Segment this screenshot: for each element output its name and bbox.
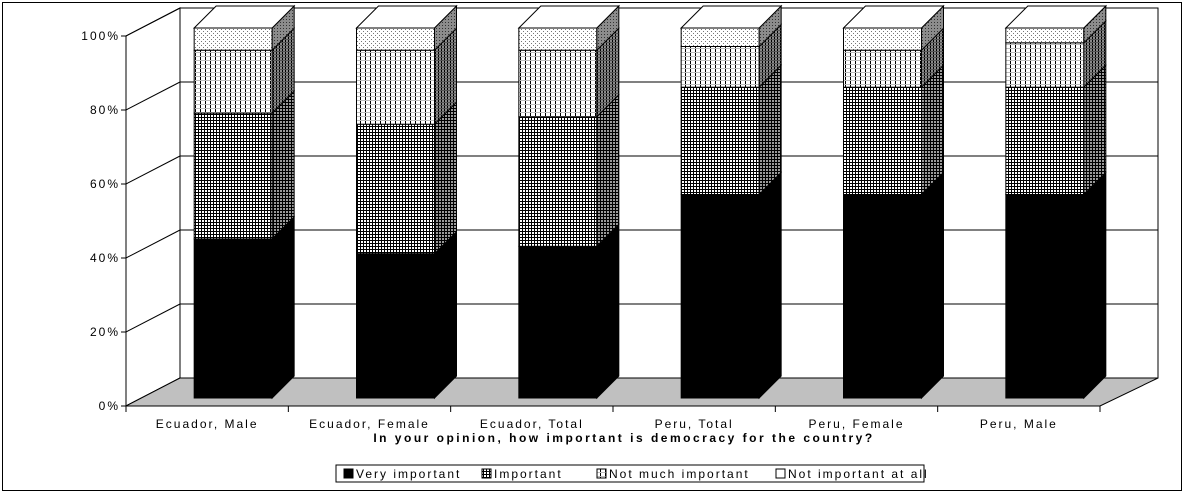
x-tick-label: Peru, Total [655,417,734,431]
bar-segment-side [1083,171,1107,400]
bar-segment [518,245,598,399]
legend-swatch [596,468,607,479]
y-tick-label: 60% [90,177,120,191]
back-wall [179,7,1159,379]
legend-swatch [481,468,492,479]
bar-segment [193,27,273,51]
bar-segment [1005,42,1085,88]
bar-top [1004,5,1108,29]
legend-swatch [775,468,786,479]
bar-segment [680,86,760,195]
side-gridline [125,229,181,259]
bar-segment [843,194,922,399]
y-tick-label: 0% [99,399,120,413]
bar-top [192,5,296,29]
bar-segment [193,49,273,114]
side-gridline [125,155,181,185]
y-tick-label: 40% [90,251,120,265]
bar-segment [1005,27,1085,44]
side-wall [125,7,181,407]
bar-segment [518,116,598,247]
bar-segment-side [596,223,620,400]
bar-segment [518,27,598,51]
y-tick-label: 100% [81,29,120,43]
bar-segment [356,123,435,255]
legend-label: Very important [356,467,461,481]
bar-segment [356,253,435,399]
bar-segment [193,112,273,240]
bar-top [517,5,621,29]
bar-segment-side [921,171,944,400]
x-tick-label: Ecuador, Total [480,417,584,431]
legend-label: Not important at all [788,467,929,481]
bar-top [679,5,783,29]
bar-segment [1005,194,1085,399]
bar-segment [193,238,273,399]
legend-swatch [343,468,354,479]
bar-segment [356,49,435,125]
bar-segment [843,86,922,195]
x-tick-label: Ecuador, Female [309,417,430,431]
side-gridline [125,81,181,111]
bar-segment-side [596,93,620,248]
bar-segment [843,27,922,51]
bar-segment-side [758,171,782,400]
bar-segment [518,49,598,118]
bar-segment [843,49,922,88]
y-tick-label: 20% [90,325,120,339]
bar-segment [680,27,760,47]
legend-label: Not much important [609,467,750,481]
x-tick-label: Peru, Female [808,417,904,431]
bar-top [842,5,945,29]
x-tick-label: Peru, Male [980,417,1058,431]
bar-segment-side [271,89,295,241]
side-gridline [125,303,181,333]
bar-segment-side [271,215,295,400]
bar-segment [1005,86,1085,195]
side-gridline [125,7,181,37]
bar-segment [680,194,760,399]
bar-segment-side [434,100,457,255]
legend-label: Important [494,467,563,481]
y-tick-label: 80% [90,103,120,117]
bar-segment [356,27,435,51]
x-tick-label: Ecuador, Male [156,417,259,431]
bar-segment [680,46,760,88]
legend: Very important Important Not much importan… [335,464,929,483]
bar-top [355,5,458,29]
bar-segment-side [434,230,457,400]
x-axis-title: In your opinion, how important is democr… [373,431,874,445]
